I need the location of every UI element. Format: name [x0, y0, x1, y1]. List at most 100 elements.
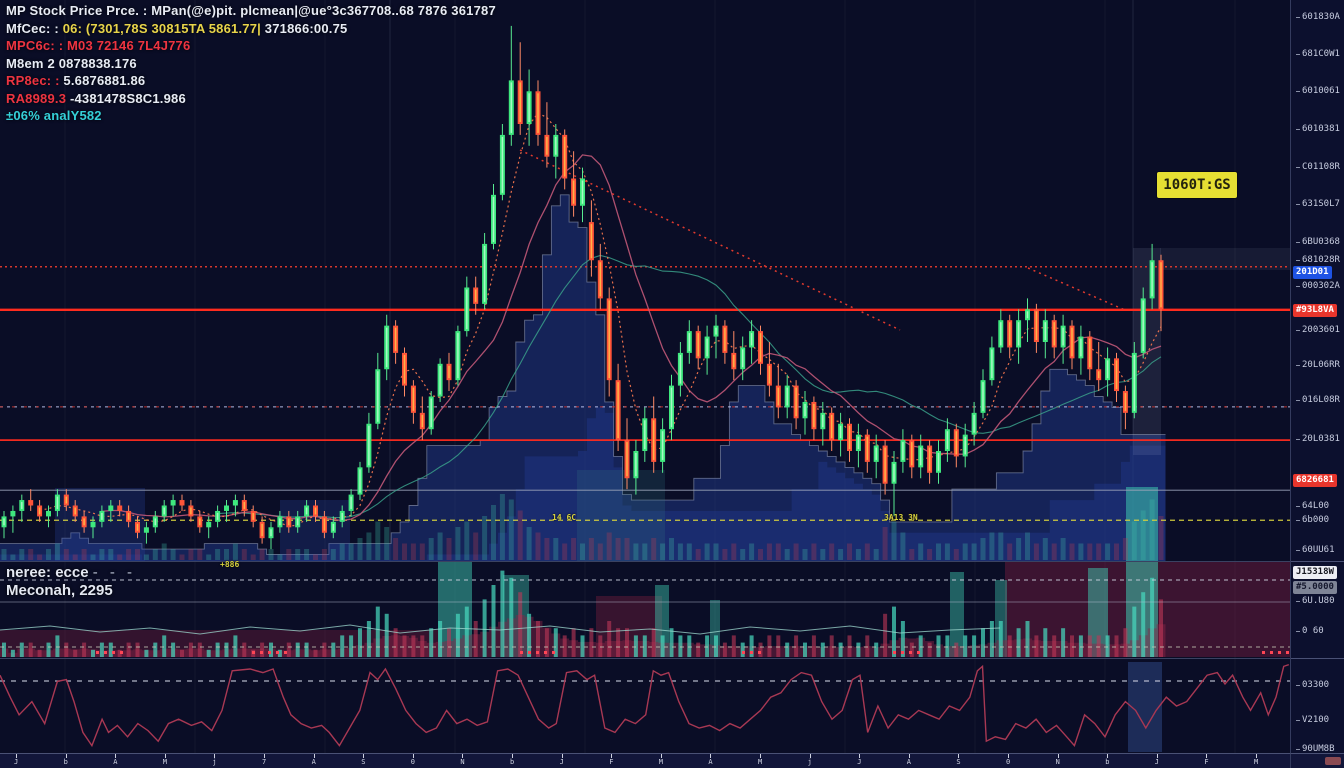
time-tick-label: j	[807, 758, 812, 766]
price-badge: J15318W	[1293, 566, 1337, 579]
line-label: 3A13 3N	[884, 513, 918, 522]
time-tick-label: b	[510, 758, 515, 766]
time-tick	[561, 754, 563, 758]
indicator-pane-label: neree: ecce - - - Meconah, 2295	[6, 564, 136, 600]
oscillator-line	[0, 663, 1290, 748]
time-tick	[908, 754, 910, 758]
time-tick-label: N	[460, 758, 465, 766]
time-tick	[462, 754, 464, 758]
time-tick-label: M	[162, 758, 168, 766]
time-tick-label: M	[658, 758, 664, 766]
time-tick-label: b	[63, 758, 68, 766]
time-tick	[1107, 754, 1109, 758]
time-tick-label: M	[1254, 758, 1259, 766]
price-tick-label: 20L06RR	[1296, 360, 1340, 371]
chart-canvas[interactable]: MP Stock Price Prce. : MPan(@e)pit. plcm…	[0, 0, 1290, 768]
indicator-readout-1: MPC6c: : M03 72146 7L4J776	[6, 38, 191, 53]
price-badge: #93L8VA	[1293, 304, 1337, 317]
price-tick-label: V2100	[1296, 715, 1329, 726]
oscillator-pane	[0, 663, 1290, 748]
ohlc-values: MfCec: : 06: (7301,78S 30815TA 5861.77| …	[6, 20, 348, 36]
time-tick-label: A	[708, 758, 713, 766]
price-tick-label: 000302A	[1296, 281, 1340, 292]
pane-label-dashes: - - -	[92, 564, 137, 581]
time-tick-label: J	[559, 758, 564, 766]
time-tick-label: J	[14, 758, 19, 766]
price-tick-label: 2003601	[1296, 325, 1340, 336]
time-tick	[16, 754, 17, 758]
pane-label-value: Meconah, 2295	[6, 582, 113, 599]
price-tick-label: 90UM8B	[1296, 744, 1335, 755]
time-tick-label: J	[857, 758, 862, 766]
time-tick-label: S	[956, 758, 961, 766]
time-tick	[115, 754, 117, 758]
ohlc-readout: MP Stock Price Prce. : MPan(@e)pit. plcm…	[6, 2, 496, 125]
price-tick-label: 681C0W1	[1296, 49, 1340, 60]
time-tick	[1008, 754, 1009, 758]
line-label: 14 6C	[552, 513, 577, 522]
price-tick-label: 03300	[1296, 680, 1329, 691]
time-tick	[65, 754, 67, 758]
price-tick-label: 601830A	[1296, 12, 1340, 23]
time-tick-label: A	[113, 758, 118, 766]
countdown-badge: 1060T:GS	[1157, 172, 1237, 198]
time-tick	[313, 754, 315, 758]
time-tick	[363, 754, 365, 758]
time-tick	[611, 754, 613, 758]
line-label: +886	[220, 560, 240, 569]
time-tick-label: F	[609, 758, 614, 766]
symbol-title: MP Stock Price Prce. : MPan(@e)pit. plcm…	[6, 3, 496, 18]
volume-layer	[1, 494, 1164, 560]
time-tick	[412, 754, 414, 758]
price-tick-label: 6U.U80	[1296, 596, 1335, 607]
logo-icon	[1325, 757, 1341, 765]
indicator-readout-3: RP8ec: : 5.6876881.86	[6, 73, 146, 88]
time-tick	[809, 754, 811, 758]
time-tick-label: N	[1055, 758, 1060, 766]
time-tick	[958, 754, 960, 758]
time-tick-label: M	[758, 758, 763, 766]
price-tick-label: 6010061	[1296, 86, 1340, 97]
time-tick-label: F	[1204, 758, 1209, 766]
price-tick-label: 6010381	[1296, 124, 1340, 135]
price-axis[interactable]: 601830A 681C0W1 6010061 6010381 C01108R 631S0…	[1290, 0, 1344, 755]
time-tick-label: A	[311, 758, 316, 766]
price-tick-label: 20L0381	[1296, 434, 1340, 445]
indicator-pane	[0, 570, 1290, 657]
time-tick-label: 7	[262, 758, 267, 766]
axis-corner	[1290, 753, 1344, 768]
price-badge: 201D01	[1293, 266, 1332, 279]
price-area-layer	[0, 194, 1166, 561]
price-tick-label: 6BU0368	[1296, 237, 1340, 248]
price-tick-label: 631S0L7	[1296, 199, 1340, 210]
chart-svg	[0, 0, 1290, 753]
time-tick	[1156, 754, 1158, 758]
time-tick	[710, 754, 712, 758]
time-tick-label: 0	[1006, 758, 1011, 766]
time-tick-label: J	[1154, 758, 1160, 766]
time-tick-label: j	[212, 758, 217, 766]
time-tick	[760, 754, 761, 758]
indicator-readout-2: M8em 2 0878838.176	[6, 55, 137, 71]
time-tick	[264, 754, 265, 758]
time-tick	[859, 754, 861, 758]
time-tick	[214, 754, 216, 758]
price-tick-label: 60UU61	[1296, 545, 1335, 556]
price-tick-label: 0 60	[1296, 626, 1324, 637]
pane-label-name: neree: ecce	[6, 564, 89, 581]
time-tick	[1256, 754, 1257, 758]
time-tick-label: 0	[410, 758, 416, 766]
time-tick	[164, 754, 166, 758]
pane-dividers	[0, 561, 1290, 659]
time-tick-label: S	[361, 758, 366, 766]
trendlines	[519, 149, 1126, 331]
candles-layer	[1, 25, 1164, 550]
time-tick	[1206, 754, 1208, 758]
price-tick-label: C01108R	[1296, 162, 1340, 173]
indicator-readout-5: ±06% analY582	[6, 108, 102, 123]
price-badge: #5.0000	[1293, 581, 1337, 594]
time-tick-label: b	[1105, 758, 1110, 766]
price-tick-label: 681028R	[1296, 255, 1340, 266]
